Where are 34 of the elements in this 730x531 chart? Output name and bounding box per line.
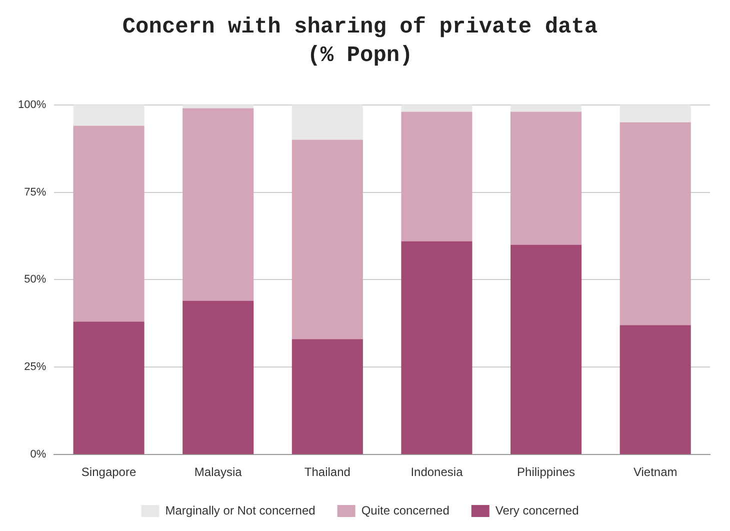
bar — [73, 322, 144, 454]
y-tick-label: 25% — [24, 361, 46, 374]
bar — [620, 325, 691, 454]
bar — [510, 244, 582, 454]
bar — [182, 300, 254, 454]
legend-label: Marginally or Not concerned — [165, 503, 316, 518]
bar — [510, 112, 582, 245]
bar — [182, 108, 254, 301]
bar — [620, 104, 691, 122]
chart-title: Concern with sharing of private data — [122, 14, 598, 40]
y-tick-label: 0% — [30, 448, 46, 461]
legend-label: Quite concerned — [361, 503, 450, 518]
bar — [182, 104, 254, 108]
bar — [292, 140, 363, 340]
x-tick-label: Singapore — [81, 465, 136, 480]
bar — [510, 104, 582, 112]
bar — [292, 339, 363, 454]
bar — [620, 122, 691, 326]
bar — [401, 112, 472, 242]
x-tick-label: Philippines — [517, 465, 576, 480]
x-tick-label: Thailand — [304, 465, 350, 480]
bar — [401, 241, 472, 454]
y-tick-label: 100% — [18, 98, 46, 111]
y-tick-label: 50% — [24, 274, 46, 286]
chart-subtitle: (% Popn) — [307, 43, 413, 68]
bar — [401, 104, 472, 112]
y-tick-label: 75% — [24, 186, 46, 198]
legend-label: Very concerned — [495, 503, 579, 518]
bar — [73, 104, 144, 126]
x-tick-label: Vietnam — [633, 465, 678, 480]
bar — [73, 126, 144, 322]
bar — [292, 104, 363, 140]
x-tick-label: Indonesia — [410, 465, 464, 480]
x-tick-label: Malaysia — [194, 465, 242, 480]
